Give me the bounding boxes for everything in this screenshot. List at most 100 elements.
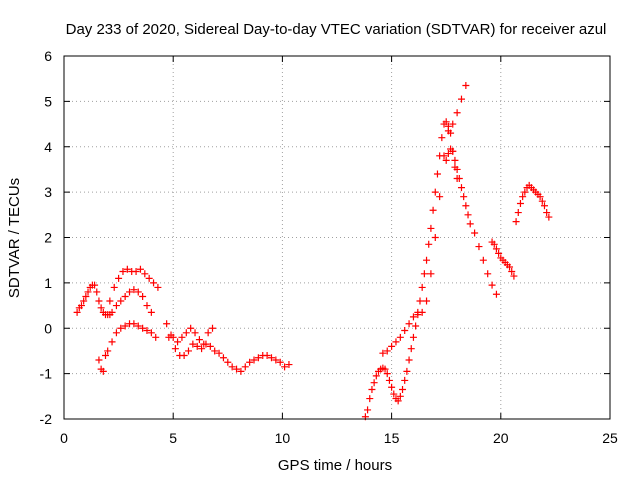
data-point [147,329,155,337]
data-point [73,308,81,316]
data-point [134,288,142,296]
data-point [392,338,400,346]
data-point [93,288,101,296]
series-track-a [73,281,114,319]
data-point [91,281,99,289]
grid [64,56,610,419]
data-point [433,170,441,178]
data-point [440,152,448,160]
data-point [396,333,404,341]
data-point [449,147,457,155]
data-point [462,202,470,210]
data-point [119,268,127,276]
data-point [95,356,103,364]
data-point [233,365,241,373]
data-point [536,193,544,201]
data-point [143,302,151,310]
data-point [141,270,149,278]
data-point [399,386,407,394]
y-tick-label: 4 [44,139,52,155]
data-point [429,206,437,214]
data-point [95,297,103,305]
data-point [198,345,206,353]
data-point [388,383,396,391]
data-point [516,199,524,207]
data-point [139,324,147,332]
data-point [390,390,398,398]
data-point [471,229,479,237]
x-axis-title: GPS time / hours [278,457,392,474]
data-point [206,342,214,350]
data-point [366,395,374,403]
data-point [405,356,413,364]
data-point [130,286,138,294]
axis-ticks [63,55,611,420]
data-point [457,184,465,192]
data-point [189,340,197,348]
data-point [412,322,420,330]
data-point [219,354,227,362]
data-point [150,279,158,287]
data-point [211,347,219,355]
data-point [455,175,463,183]
data-point [484,270,492,278]
data-point [108,338,116,346]
y-tick-label: 3 [44,184,52,200]
data-point [492,245,500,253]
series-track-e [163,320,293,375]
data-point [401,376,409,384]
data-point [130,320,138,328]
data-point [368,386,376,394]
data-point [163,320,171,328]
data-point [285,361,293,369]
data-point [442,156,450,164]
data-point [403,367,411,375]
data-point [457,95,465,103]
data-point [215,349,223,357]
series-track-j [488,238,518,280]
data-point [115,274,123,282]
data-point [84,288,92,296]
x-tick-label: 5 [169,430,177,446]
data-point [425,240,433,248]
series-track-h [379,81,470,357]
data-point [154,283,162,291]
data-point [169,333,177,341]
data-point [449,120,457,128]
data-point [241,363,249,371]
data-point [451,156,459,164]
data-point [126,288,134,296]
data-point [204,329,212,337]
data-point [276,358,284,366]
y-tick-label: 6 [44,48,52,64]
data-point [80,297,88,305]
data-point [538,197,546,205]
x-tick-labels: 0 5 10 15 20 25 [60,430,618,446]
data-point [272,356,280,364]
data-point [427,270,435,278]
y-axis-title: SDTVAR / TECUs [6,178,23,298]
data-point [438,134,446,142]
data-point [267,354,275,362]
data-point [97,304,105,312]
data-point [106,297,114,305]
data-point [453,165,461,173]
data-point [453,109,461,117]
data-point [123,265,131,273]
data-point [540,202,548,210]
y-tick-label: -2 [40,411,53,427]
series-track-d [95,320,160,375]
data-point [110,283,118,291]
data-points [73,81,553,421]
data-point [442,118,450,126]
data-point [145,274,153,282]
data-point [418,283,426,291]
data-point [388,342,396,350]
data-point [385,376,393,384]
data-point [370,379,378,387]
data-point [383,347,391,355]
data-point [193,342,201,350]
data-point [545,213,553,221]
data-point [508,268,516,276]
